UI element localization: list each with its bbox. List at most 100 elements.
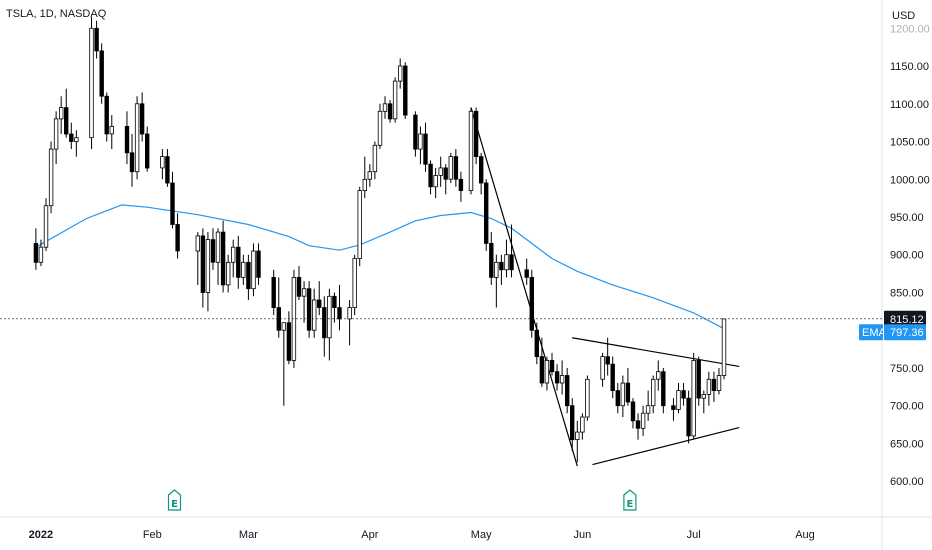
candle — [554, 364, 560, 391]
candle-body-up — [311, 299, 317, 331]
trendlines[interactable] — [470, 107, 740, 467]
candle-body-up — [721, 318, 727, 376]
candle — [504, 239, 509, 278]
candle — [362, 156, 367, 199]
candle — [489, 232, 494, 285]
candle — [397, 58, 403, 89]
candle — [651, 375, 656, 414]
candle-body-down — [286, 322, 292, 361]
candle — [104, 92, 109, 142]
ema-name-label: EMA — [862, 327, 887, 339]
ema-value-label: 797.36 — [890, 327, 924, 339]
candle-body-down — [625, 382, 631, 403]
candle-body-up — [109, 126, 114, 135]
candle — [575, 420, 580, 463]
x-tick-label: Jul — [687, 529, 701, 541]
candle — [48, 141, 54, 214]
candle-body-down — [246, 261, 251, 290]
candle — [433, 167, 438, 199]
candle-body-up — [645, 405, 651, 414]
candle-body-up — [585, 378, 590, 418]
earnings-icon[interactable]: E — [623, 489, 637, 511]
candle-body-down — [423, 133, 428, 165]
earnings-markers[interactable]: EEE — [167, 489, 932, 511]
candle — [428, 160, 433, 195]
earnings-label: E — [626, 499, 633, 510]
candle — [413, 111, 418, 157]
candle — [468, 107, 474, 195]
candle-body-down — [529, 276, 534, 331]
y-tick-label: 900.00 — [890, 250, 924, 262]
candle — [69, 122, 74, 150]
candle-body-down — [605, 356, 610, 365]
candle — [367, 164, 372, 187]
candle-body-down — [686, 397, 691, 437]
y-tick-label: 600.00 — [890, 476, 924, 488]
candle — [645, 390, 651, 421]
candle-body-up — [438, 167, 443, 176]
candle — [570, 398, 575, 451]
candle-body-up — [651, 378, 656, 407]
y-tick-label: 850.00 — [890, 288, 924, 300]
candle — [316, 281, 322, 316]
candle — [160, 149, 165, 180]
candle — [175, 213, 180, 259]
candle — [220, 220, 226, 293]
earnings-icon[interactable]: E — [167, 489, 182, 511]
candle-body-down — [200, 235, 206, 293]
candle-body-up — [600, 356, 605, 380]
y-tick-label: 950.00 — [890, 212, 924, 224]
candle — [139, 92, 145, 142]
candle — [53, 111, 59, 165]
candle — [534, 322, 539, 365]
candle-body-down — [387, 103, 393, 120]
candle-body-down — [33, 242, 39, 263]
trendline-2[interactable] — [572, 337, 740, 368]
candle — [681, 383, 686, 406]
candle — [124, 111, 130, 165]
candle — [225, 254, 231, 293]
candle-body-down — [403, 65, 408, 116]
candle-body-up — [160, 156, 165, 169]
x-tick-label: May — [471, 529, 492, 541]
last-price-value: 815.12 — [890, 314, 924, 326]
candle — [43, 198, 49, 251]
candle — [134, 96, 140, 180]
candle-body-up — [241, 261, 246, 278]
trendline-1[interactable] — [470, 107, 578, 467]
candle — [620, 375, 625, 418]
candle-body-up — [392, 80, 398, 120]
candle — [478, 152, 484, 195]
trendline-3[interactable] — [592, 427, 740, 466]
x-tick-label: Mar — [239, 529, 258, 541]
candle-body-down — [316, 299, 322, 308]
candle-body-up — [74, 137, 79, 142]
candle-body-down — [322, 307, 327, 339]
candle-body-up — [676, 390, 681, 410]
candle-body-up — [362, 178, 367, 192]
candle — [74, 130, 79, 157]
candle — [322, 296, 327, 357]
y-tick-label: 750.00 — [890, 363, 924, 375]
candle-body-up — [347, 307, 352, 320]
candle — [165, 149, 170, 187]
candle — [625, 367, 631, 406]
candle — [241, 254, 246, 285]
candle-body-up — [620, 382, 625, 407]
candle — [559, 360, 565, 395]
candle — [38, 239, 44, 267]
candle-body-down — [443, 167, 448, 180]
candle — [230, 239, 236, 278]
y-tick-label: 1050.00 — [890, 137, 930, 149]
candle — [251, 243, 256, 297]
candle — [706, 371, 712, 406]
candle — [721, 318, 727, 380]
candle — [276, 277, 281, 338]
candle-body-down — [236, 246, 241, 278]
candle-body-up — [504, 254, 509, 271]
candle — [610, 356, 615, 399]
candle-body-up — [53, 118, 59, 150]
time-axis[interactable]: 2022 Feb Mar Apr May Jun Jul Aug — [29, 529, 815, 541]
